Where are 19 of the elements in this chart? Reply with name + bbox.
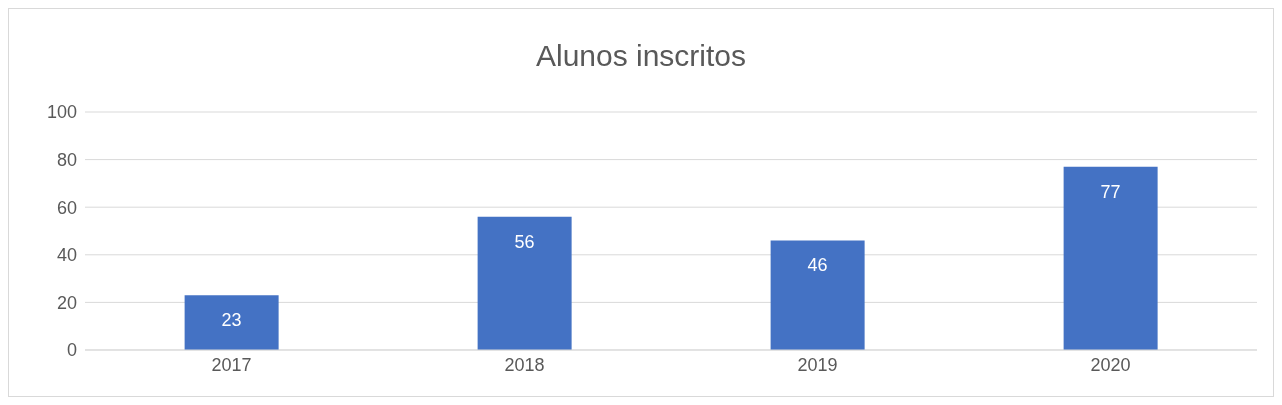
y-tick-label: 60 [56,197,77,218]
y-tick-label: 80 [56,149,77,170]
data-label: 46 [807,255,828,276]
x-tick-label: 2019 [797,354,838,375]
data-label: 23 [221,310,242,331]
data-label: 77 [1100,181,1121,202]
bar [477,216,572,350]
y-tick-label: 0 [66,340,77,361]
data-label: 56 [514,231,535,252]
x-tick-label: 2017 [211,354,252,375]
bar [770,240,865,350]
x-tick-label: 2020 [1090,354,1131,375]
chart-title: Alunos inscritos [534,39,748,73]
x-tick-label: 2018 [504,354,545,375]
y-tick-label: 100 [46,102,77,123]
y-tick-label: 20 [56,292,77,313]
y-tick-label: 40 [56,245,77,266]
bar [1063,166,1158,350]
bar [184,295,279,350]
